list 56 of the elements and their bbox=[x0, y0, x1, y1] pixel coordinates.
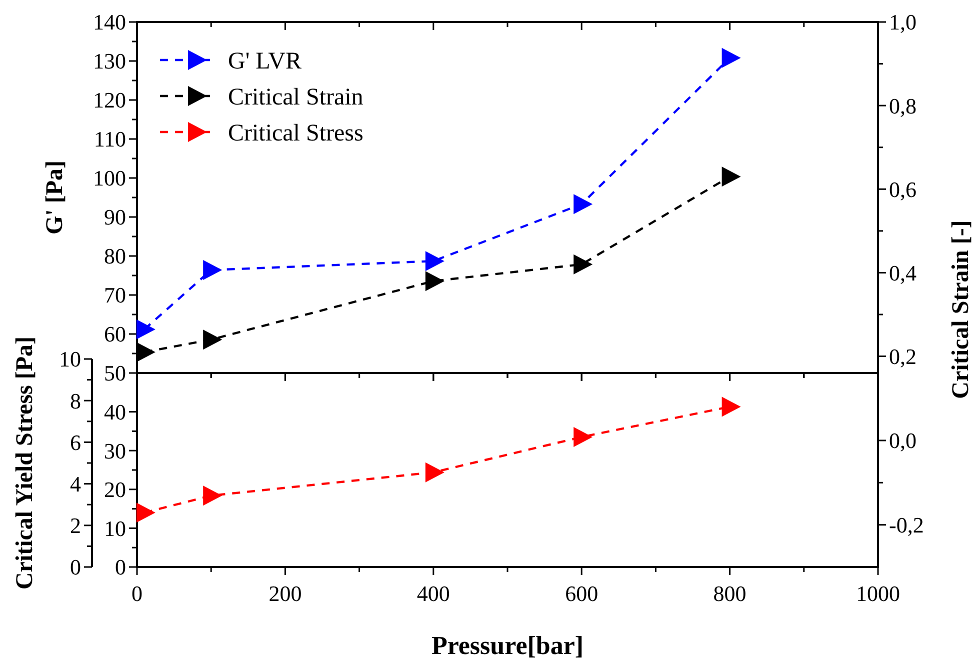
y-tick-label: 60 bbox=[104, 322, 126, 347]
y3-axis-title: Critical Yield Stress [Pa] bbox=[12, 336, 38, 590]
y-tick-label: 80 bbox=[104, 244, 126, 269]
y-tick-label: 40 bbox=[104, 400, 126, 424]
point bbox=[425, 271, 444, 292]
point bbox=[722, 396, 741, 417]
point bbox=[203, 486, 222, 506]
y3-tick-label: 2 bbox=[70, 513, 81, 538]
x-tick-label: 200 bbox=[268, 581, 302, 606]
y-tick-label: 20 bbox=[104, 477, 126, 502]
x-tick-label: 1000 bbox=[856, 581, 900, 606]
point bbox=[425, 462, 444, 482]
y-tick-label: 100 bbox=[93, 166, 126, 191]
x-tick-label: 600 bbox=[565, 581, 598, 606]
legend-label: Critical Stress bbox=[228, 120, 364, 146]
point bbox=[574, 427, 593, 448]
y2-tick-label: 0,2 bbox=[889, 344, 916, 369]
y-axis-title: G' [Pa] bbox=[42, 160, 68, 234]
y-tick-label: 70 bbox=[104, 282, 126, 308]
point bbox=[425, 251, 444, 272]
point bbox=[136, 502, 156, 523]
point bbox=[136, 342, 156, 362]
x-tick-label: 800 bbox=[713, 581, 746, 606]
y3-tick-label: 8 bbox=[70, 388, 81, 414]
y2-axis-title: Critical Strain [-] bbox=[948, 220, 974, 399]
point bbox=[574, 194, 593, 214]
y2-tick-label: 0,4 bbox=[889, 260, 916, 286]
y2-tick-label: 1,0 bbox=[889, 10, 916, 35]
y-tick-label: 130 bbox=[93, 48, 126, 74]
y3-tick-label: 0 bbox=[70, 554, 81, 580]
y3-tick-label: 6 bbox=[70, 430, 81, 455]
point bbox=[722, 166, 741, 187]
point bbox=[722, 48, 741, 68]
legend-label: Critical Strain bbox=[228, 84, 364, 110]
y-tick-label: 110 bbox=[94, 126, 126, 152]
y-tick-label: 30 bbox=[104, 438, 126, 464]
x-tick-label: 400 bbox=[416, 581, 450, 606]
y2-tick-label: 0,0 bbox=[889, 428, 916, 454]
y3-tick-label: 4 bbox=[70, 472, 81, 496]
y-tick-label: 0 bbox=[115, 554, 126, 580]
legend-label: G' LVR bbox=[228, 48, 302, 74]
y2-tick-label: 0,6 bbox=[889, 176, 916, 202]
y-tick-label: 90 bbox=[104, 204, 126, 230]
point bbox=[574, 254, 593, 274]
point bbox=[203, 330, 222, 350]
y-tick-label: 10 bbox=[104, 516, 126, 541]
y3-tick-label: 10 bbox=[59, 346, 81, 372]
y-tick-label: 140 bbox=[93, 10, 126, 35]
y2-tick-label: 0,8 bbox=[889, 93, 916, 118]
x-tick-label: 0 bbox=[132, 581, 142, 606]
y2-tick-label: -0,2 bbox=[889, 512, 924, 538]
x-axis-title: Pressure[bar] bbox=[431, 631, 584, 660]
y-tick-label: 50 bbox=[104, 360, 126, 386]
point bbox=[136, 319, 156, 340]
point bbox=[203, 260, 222, 280]
y-tick-label: 120 bbox=[93, 88, 126, 113]
